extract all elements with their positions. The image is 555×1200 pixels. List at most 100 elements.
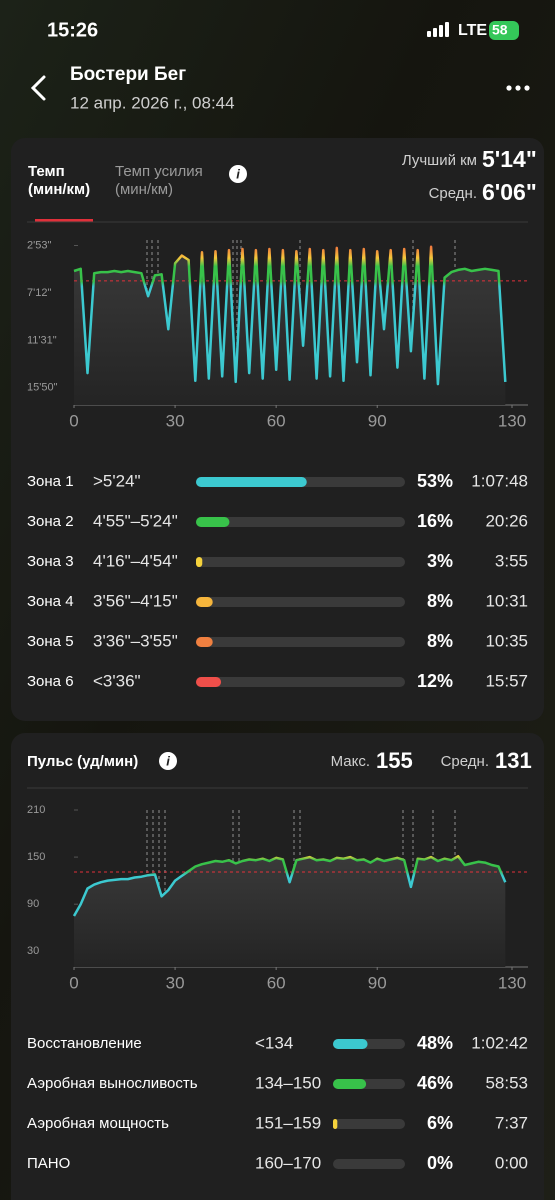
zone-range: 4'55"–5'24" (93, 511, 178, 530)
best-label: Лучший км (402, 152, 477, 169)
zone-time: 3:55 (495, 551, 528, 570)
hr-chart: 210 150 90 30 0 30 60 90 130 (27, 804, 528, 992)
battery-level: 58 (492, 22, 508, 38)
zone-time: 58:53 (485, 1073, 528, 1092)
y-tick-label: 30 (27, 945, 39, 957)
y-tick-label: 90 (27, 898, 39, 910)
zone-percent: 6% (427, 1113, 453, 1133)
line (73, 245, 507, 386)
y-tick-label: 2'53" (27, 239, 51, 251)
tab-pace-unit[interactable]: (мин/км) (28, 181, 90, 198)
x-tick-label: 30 (166, 973, 185, 992)
zone-range: 3'36"–3'55" (93, 631, 178, 650)
info-icon[interactable] (159, 752, 177, 770)
x-tick-label: 0 (69, 411, 78, 430)
more-button[interactable] (506, 85, 530, 91)
area (74, 856, 506, 967)
info-icon[interactable] (229, 165, 247, 183)
zone-time: 10:35 (485, 631, 528, 650)
zone-range: 3'56"–4'15" (93, 591, 178, 610)
zone-percent: 48% (417, 1033, 453, 1053)
zone-time: 15:57 (485, 671, 528, 690)
zone-bar (196, 677, 222, 687)
y-tick-label: 150 (27, 851, 45, 863)
status-time: 15:26 (47, 19, 98, 41)
max-label: Макс. (331, 753, 370, 770)
tab-effort[interactable]: Темп усилия (115, 163, 203, 180)
x-tick-label: 130 (498, 411, 526, 430)
zone-time: 1:07:48 (471, 471, 528, 490)
zone-bar (196, 477, 307, 487)
hr-zones: Восстановление <134 48% 1:02:42 Аэробная вын… (27, 1033, 528, 1173)
avg-label: Средн. (441, 753, 489, 770)
zone-percent: 8% (427, 631, 453, 651)
zone-time: 1:02:42 (471, 1033, 528, 1052)
max-value: 155 (376, 748, 413, 773)
zone-bar (333, 1079, 367, 1089)
info-glyph: i (166, 753, 170, 768)
zone-track (196, 597, 405, 607)
tab-underline (35, 219, 93, 222)
zone-name: Зона 4 (27, 593, 74, 610)
zone-time: 7:37 (495, 1113, 528, 1132)
back-button[interactable] (30, 75, 46, 101)
zone-bar (196, 597, 213, 607)
zone-bar (196, 517, 230, 527)
x-tick-label: 0 (69, 973, 78, 992)
x-tick-label: 30 (166, 411, 185, 430)
zone-name: Зона 2 (27, 513, 74, 530)
x-tick-label: 60 (267, 411, 286, 430)
zone-range: 160–170 (255, 1153, 321, 1172)
x-tick-label: 60 (267, 973, 286, 992)
zone-range: 134–150 (255, 1073, 321, 1092)
zone-percent: 46% (417, 1073, 453, 1093)
zone-range: <3'36" (93, 671, 141, 690)
zone-bar (333, 1039, 368, 1049)
subtitle: 12 апр. 2026 г., 08:44 (70, 93, 235, 112)
zone-percent: 0% (427, 1153, 453, 1173)
hr-title: Пульс (уд/мин) (27, 753, 138, 770)
zone-range: 4'16"–4'54" (93, 551, 178, 570)
avg-label: Средн. (429, 185, 477, 202)
zone-name: Восстановление (27, 1035, 142, 1052)
avg-value: 131 (495, 748, 532, 773)
battery (489, 21, 519, 40)
zone-bar (333, 1119, 338, 1129)
zone-range: 151–159 (255, 1113, 321, 1132)
zone-range: >5'24" (93, 471, 141, 490)
pace-chart: 2'53" 7'12" 11'31" 15'50" 0 30 60 90 130 (27, 239, 528, 430)
title: Бостери Бег (70, 64, 186, 85)
y-tick-label: 15'50" (27, 382, 58, 394)
zone-name: Аэробная выносливость (27, 1075, 198, 1092)
zone-percent: 3% (427, 551, 453, 571)
line (72, 855, 507, 917)
x-tick-label: 90 (368, 411, 387, 430)
avg-value: 6'06" (482, 179, 537, 205)
pace-zones: Зона 1 >5'24" 53% 1:07:48 Зона 2 4'55"–5'24" 1… (27, 471, 528, 691)
y-tick-label: 210 (27, 804, 45, 816)
zone-name: Зона 3 (27, 553, 74, 570)
tab-pace[interactable]: Темп (28, 163, 65, 180)
zone-name: Зона 6 (27, 673, 74, 690)
zone-time: 0:00 (495, 1153, 528, 1172)
tab-effort-unit[interactable]: (мин/км) (115, 181, 173, 198)
best-value: 5'14" (482, 146, 537, 172)
signal-icon (427, 22, 449, 37)
info-glyph: i (236, 166, 240, 181)
zone-name: Зона 5 (27, 633, 74, 650)
x-tick-label: 130 (498, 973, 526, 992)
zone-track (333, 1119, 405, 1129)
zone-time: 10:31 (485, 591, 528, 610)
zone-track (196, 557, 405, 567)
zone-bar (196, 637, 213, 647)
status-network: LTE (458, 22, 487, 39)
zone-percent: 8% (427, 591, 453, 611)
zone-percent: 12% (417, 671, 453, 691)
zone-name: ПАНО (27, 1155, 70, 1172)
x-tick-label: 90 (368, 973, 387, 992)
y-tick-label: 11'31" (27, 334, 57, 346)
zone-track (196, 677, 405, 687)
